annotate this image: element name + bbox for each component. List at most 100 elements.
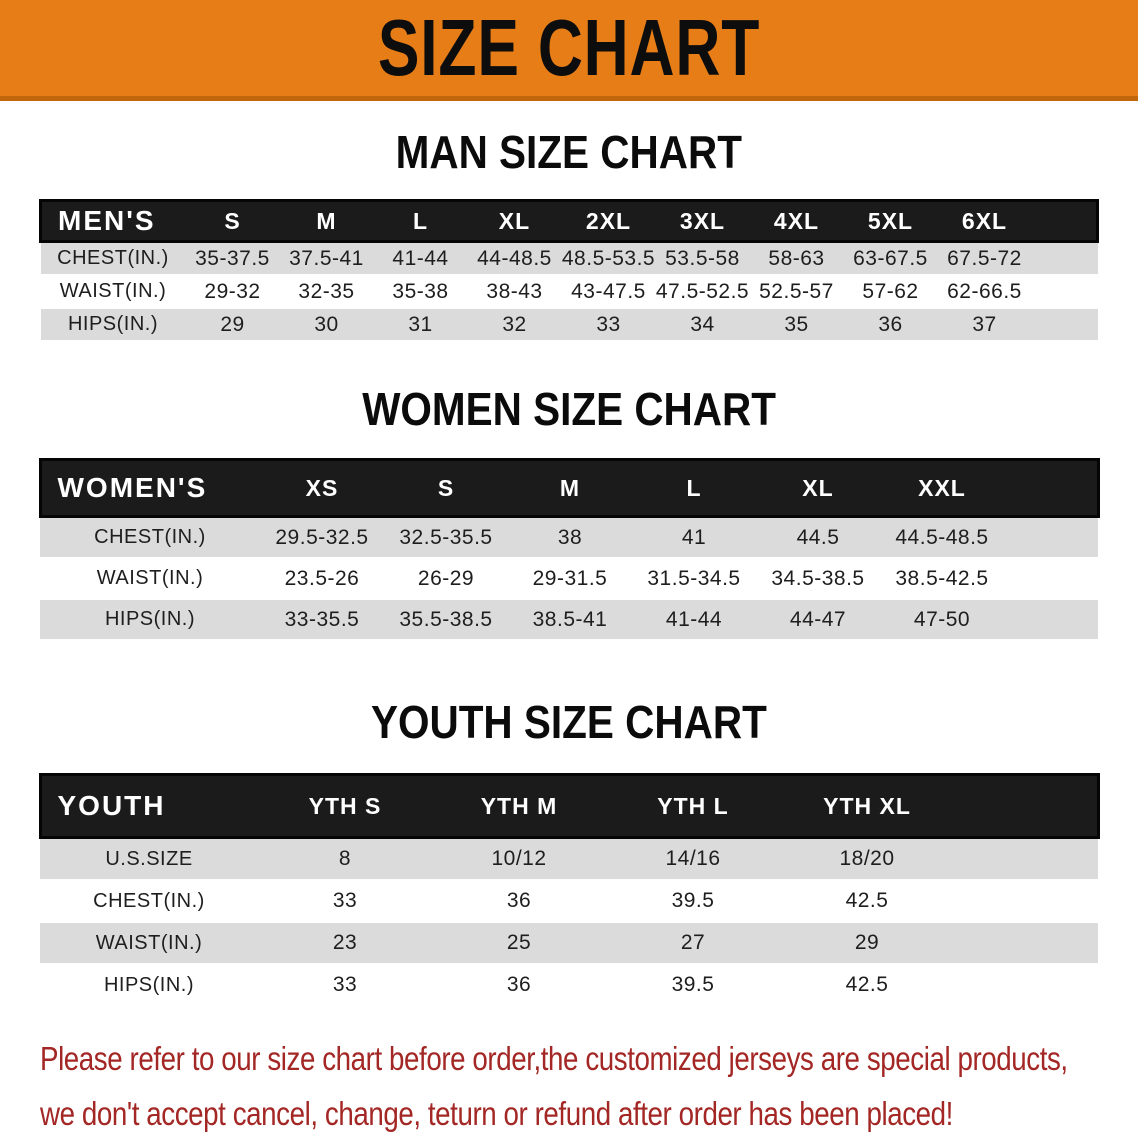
row-label: CHEST(IN.) — [40, 879, 258, 923]
men-section-heading: MAN SIZE CHART — [0, 125, 1138, 179]
row-label: HIPS(IN.) — [40, 963, 258, 1007]
cell-value: 33-35.5 — [260, 598, 384, 641]
table-corner-label: MEN'S — [39, 199, 186, 243]
cell-value: 35-38 — [373, 274, 468, 309]
disclaimer-line-1: Please refer to our size chart before or… — [40, 1040, 1068, 1077]
cell-value: 29-32 — [185, 274, 280, 309]
cell-value: 26-29 — [384, 557, 508, 600]
cell-value: 44.5-48.5 — [880, 515, 1004, 559]
cell-value: 41-44 — [373, 240, 468, 276]
column-header: XL — [756, 458, 880, 518]
cell-value: 36 — [432, 963, 606, 1007]
table-row: CHEST(IN.) 29.5-32.5 32.5-35.5 38 41 44.5 44.5… — [40, 515, 1098, 559]
cell-value: 23.5-26 — [260, 557, 384, 600]
row-filler — [954, 921, 1098, 965]
cell-value: 25 — [432, 921, 606, 965]
cell-value: 33 — [258, 879, 432, 923]
column-header: 5XL — [843, 199, 938, 243]
row-filler — [1031, 274, 1098, 309]
row-filler — [1004, 598, 1098, 641]
order-disclaimer: Please refer to our size chart before or… — [40, 1035, 1138, 1145]
column-header: L — [632, 458, 756, 518]
header-filler — [1004, 458, 1100, 518]
row-filler — [1004, 515, 1098, 559]
cell-value: 35.5-38.5 — [384, 598, 508, 641]
cell-value: 31 — [373, 307, 468, 342]
column-header: 2XL — [561, 199, 656, 243]
table-row: CHEST(IN.) 33 36 39.5 42.5 — [40, 879, 1098, 923]
column-header: 4XL — [749, 199, 844, 243]
cell-value: 53.5-58 — [655, 240, 750, 276]
table-row: WAIST(IN.) 23.5-26 26-29 29-31.5 31.5-34.5 34… — [40, 557, 1098, 600]
row-label: WAIST(IN.) — [40, 274, 186, 309]
row-filler — [1031, 307, 1098, 342]
row-label: CHEST(IN.) — [40, 240, 186, 276]
row-label: WAIST(IN.) — [40, 557, 260, 600]
cell-value: 37.5-41 — [279, 240, 374, 276]
header-row: YOUTH YTH S YTH M YTH L YTH XL — [38, 773, 1100, 839]
row-filler — [1004, 557, 1098, 600]
row-filler — [954, 963, 1098, 1007]
cell-value: 36 — [843, 307, 938, 342]
cell-value: 18/20 — [780, 836, 954, 881]
cell-value: 47-50 — [880, 598, 1004, 641]
column-header: S — [185, 199, 280, 243]
row-label: WAIST(IN.) — [40, 921, 258, 965]
cell-value: 44.5 — [756, 515, 880, 559]
cell-value: 33 — [258, 963, 432, 1007]
cell-value: 14/16 — [606, 836, 780, 881]
cell-value: 44-47 — [756, 598, 880, 641]
cell-value: 35-37.5 — [185, 240, 280, 276]
table-corner-label: YOUTH — [38, 773, 258, 839]
cell-value: 37 — [937, 307, 1032, 342]
row-filler — [954, 879, 1098, 923]
column-header: YTH M — [432, 773, 606, 839]
table-row: WAIST(IN.) 29-32 32-35 35-38 38-43 43-47.5 47.… — [40, 274, 1098, 309]
header-row: WOMEN'S XS S M L XL XXL — [38, 458, 1100, 518]
youth-section-heading: YOUTH SIZE CHART — [0, 695, 1138, 749]
column-header: XS — [260, 458, 384, 518]
banner-title: SIZE CHART — [377, 3, 761, 92]
row-filler — [1031, 240, 1098, 276]
cell-value: 44-48.5 — [467, 240, 562, 276]
column-header: YTH L — [606, 773, 780, 839]
table-row: U.S.SIZE 8 10/12 14/16 18/20 — [40, 836, 1098, 881]
women-size-table: WOMEN'S XS S M L XL XXL CHEST(IN.) 29.5-32.5 32.5… — [38, 458, 1100, 641]
column-header: 3XL — [655, 199, 750, 243]
cell-value: 38.5-41 — [508, 598, 632, 641]
cell-value: 30 — [279, 307, 374, 342]
column-header: L — [373, 199, 468, 243]
cell-value: 36 — [432, 879, 606, 923]
cell-value: 38.5-42.5 — [880, 557, 1004, 600]
column-header: YTH XL — [780, 773, 954, 839]
cell-value: 34.5-38.5 — [756, 557, 880, 600]
cell-value: 8 — [258, 836, 432, 881]
header-filler — [954, 773, 1100, 839]
women-section-heading: WOMEN SIZE CHART — [0, 382, 1138, 436]
row-filler — [954, 836, 1098, 881]
cell-value: 38 — [508, 515, 632, 559]
cell-value: 58-63 — [749, 240, 844, 276]
men-section-heading-text: MAN SIZE CHART — [395, 126, 743, 178]
cell-value: 32-35 — [279, 274, 374, 309]
cell-value: 47.5-52.5 — [655, 274, 750, 309]
cell-value: 39.5 — [606, 963, 780, 1007]
cell-value: 31.5-34.5 — [632, 557, 756, 600]
cell-value: 41-44 — [632, 598, 756, 641]
table-row: HIPS(IN.) 33 36 39.5 42.5 — [40, 963, 1098, 1007]
youth-section-heading-text: YOUTH SIZE CHART — [371, 696, 767, 748]
cell-value: 23 — [258, 921, 432, 965]
row-label: CHEST(IN.) — [40, 515, 260, 559]
column-header: XXL — [880, 458, 1004, 518]
cell-value: 62-66.5 — [937, 274, 1032, 309]
cell-value: 32.5-35.5 — [384, 515, 508, 559]
cell-value: 29.5-32.5 — [260, 515, 384, 559]
table-row: HIPS(IN.) 33-35.5 35.5-38.5 38.5-41 41-44 44-… — [40, 598, 1098, 641]
men-size-table: MEN'S S M L XL 2XL 3XL 4XL 5XL 6XL CHEST(IN.) 35-37… — [39, 199, 1099, 342]
cell-value: 57-62 — [843, 274, 938, 309]
cell-value: 63-67.5 — [843, 240, 938, 276]
cell-value: 10/12 — [432, 836, 606, 881]
header-filler — [1031, 199, 1099, 243]
cell-value: 41 — [632, 515, 756, 559]
women-section-heading-text: WOMEN SIZE CHART — [362, 383, 776, 435]
